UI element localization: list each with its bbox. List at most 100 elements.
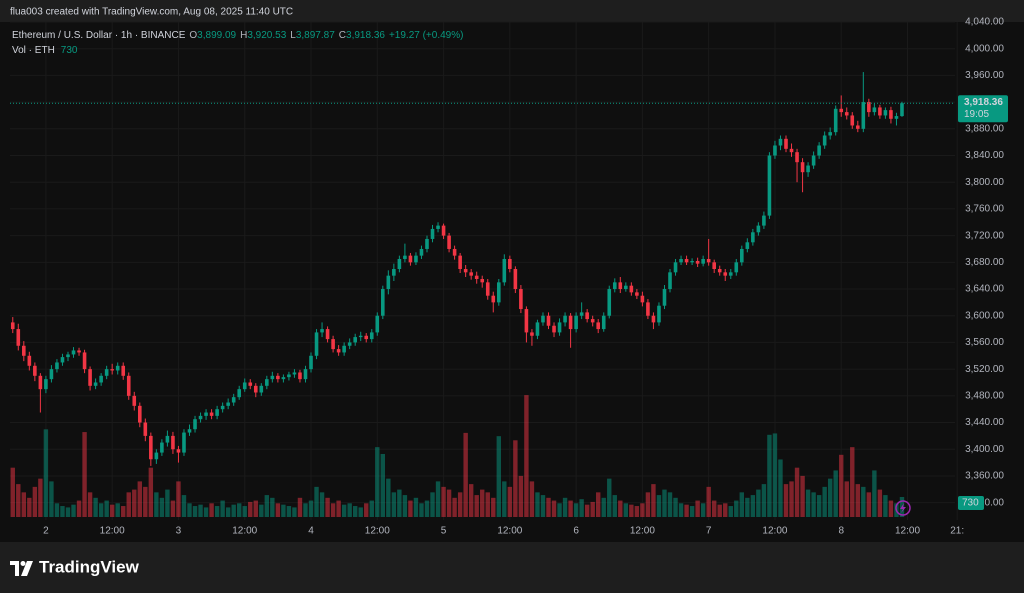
price-axis: 3,320.00 3,360.00 3,400.00 3,440.00 3,480.00… — [43, 17, 1008, 537]
candle-body — [425, 238, 429, 249]
candle-body — [640, 295, 645, 303]
volume-bar — [32, 486, 38, 517]
candle-body — [585, 312, 589, 320]
volume-bar — [93, 497, 98, 517]
candle-body — [452, 248, 457, 256]
candle-body — [740, 248, 744, 263]
volume-badge — [958, 496, 984, 510]
volume-bar — [507, 486, 513, 517]
volume-bar — [132, 489, 137, 517]
x-tick-label: 7 — [706, 526, 712, 537]
volume-bar — [767, 434, 772, 517]
volume-bar — [502, 481, 507, 517]
candle-body — [867, 102, 871, 113]
candle-body — [204, 412, 208, 416]
y-tick-label: 3,640.00 — [965, 284, 1004, 295]
candle-body — [474, 275, 479, 280]
candle-body — [66, 354, 70, 358]
candle-body — [778, 138, 783, 146]
volume-bar — [888, 500, 894, 517]
flash-icon — [895, 500, 911, 516]
volume-bar — [38, 478, 43, 517]
volume-bar — [341, 504, 347, 517]
candle-body — [347, 342, 352, 346]
volume-bar — [557, 503, 562, 517]
volume-bar — [65, 507, 71, 517]
y-tick-label: 4,040.00 — [965, 17, 1004, 28]
volume-bar — [474, 495, 479, 517]
volume-bar — [54, 503, 60, 517]
countdown-label: 19:05 — [964, 109, 989, 120]
candle-body — [137, 405, 142, 423]
x-tick-label: 12:00 — [100, 526, 125, 537]
candle-body — [397, 258, 402, 269]
candle-body — [309, 355, 313, 370]
candle-body — [441, 225, 446, 236]
volume-bar — [430, 492, 435, 517]
candle-body — [618, 282, 623, 290]
candle-body — [287, 374, 291, 378]
volume-bar — [756, 489, 761, 517]
candle-body — [552, 325, 556, 333]
candle-body — [855, 125, 860, 129]
y-tick-label: 3,960.00 — [965, 70, 1004, 81]
volume-bar — [629, 504, 634, 517]
brand: TradingView — [39, 557, 140, 576]
candle-body — [894, 116, 899, 119]
volume-bar — [562, 497, 568, 517]
candle-body — [358, 335, 363, 338]
candle-body — [143, 422, 148, 436]
candle-body — [883, 110, 888, 116]
volume-bar — [480, 489, 485, 517]
volume-bar — [457, 492, 463, 517]
candle-body — [878, 107, 882, 116]
volume-bar — [319, 492, 325, 517]
candle-body — [657, 305, 661, 323]
volume-bar — [43, 429, 49, 517]
candle-body — [513, 268, 518, 290]
volume-bar — [684, 504, 689, 517]
candle-body — [276, 375, 280, 380]
legend-key: C — [339, 30, 346, 41]
volume-bar — [330, 503, 336, 517]
volume-value: 730 — [61, 45, 78, 56]
volume-bar — [126, 492, 131, 517]
volume-bar — [413, 497, 419, 517]
volume-bar — [794, 467, 800, 517]
volume-bar — [816, 495, 822, 517]
candle-body — [93, 382, 98, 386]
candle-body — [171, 435, 175, 450]
candle-body — [541, 315, 545, 323]
candle-body — [292, 372, 297, 375]
candle-body — [281, 377, 286, 380]
marks — [10, 72, 955, 517]
volume-bar — [640, 503, 645, 517]
candle-body — [414, 255, 418, 263]
candle-body — [215, 409, 219, 416]
volume-bar — [397, 489, 402, 517]
icon-ring — [895, 500, 911, 516]
candle-body — [684, 258, 689, 263]
candle-body — [231, 397, 236, 403]
volume-bar — [607, 478, 612, 517]
candle-body — [198, 415, 203, 420]
candle-body — [430, 228, 435, 239]
volume-bar — [678, 503, 684, 517]
logo: TradingView — [10, 557, 140, 576]
candle-body — [99, 375, 103, 383]
volume-bar — [855, 484, 860, 517]
y-tick-label: 3,320.00 — [965, 497, 1004, 508]
candle-body — [817, 145, 821, 156]
volume-bar — [181, 495, 187, 517]
candle-body — [447, 235, 451, 249]
candle-body — [176, 449, 181, 453]
volume-bar — [463, 432, 468, 517]
candle-body — [690, 260, 694, 263]
credit: flua003 created with TradingView.com, Au… — [10, 7, 293, 18]
volume-bar — [524, 395, 529, 517]
volume-bar — [789, 481, 794, 517]
logo-mark — [10, 561, 19, 576]
candle-body — [55, 362, 59, 370]
volume-bar — [805, 489, 811, 517]
volume-bar — [546, 497, 551, 517]
